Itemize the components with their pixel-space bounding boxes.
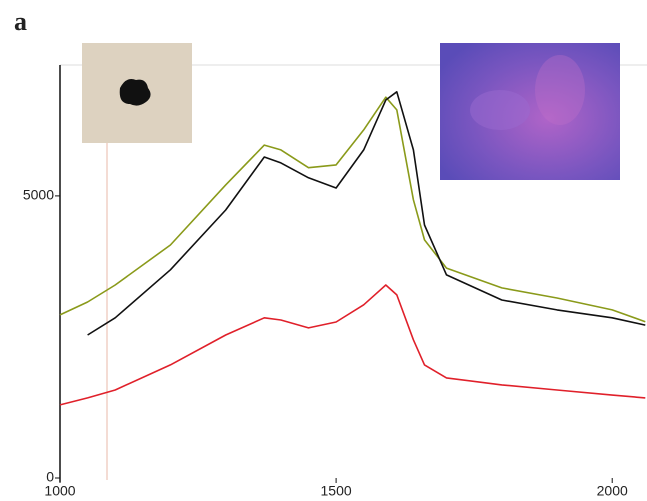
x-tick-label: 1000: [44, 483, 75, 499]
inset-micrograph: [440, 43, 620, 180]
series-line: [59, 284, 646, 406]
series-line: [87, 91, 646, 336]
y-tick-label: 5000: [23, 187, 54, 203]
inset-photo: [82, 43, 192, 143]
plot-area: [59, 91, 646, 406]
series-line: [59, 96, 646, 323]
x-tick-label: 1500: [321, 483, 352, 499]
x-tick-label: 2000: [597, 483, 628, 499]
panel-label: a: [14, 7, 27, 36]
y-tick-label: 0: [46, 469, 54, 485]
